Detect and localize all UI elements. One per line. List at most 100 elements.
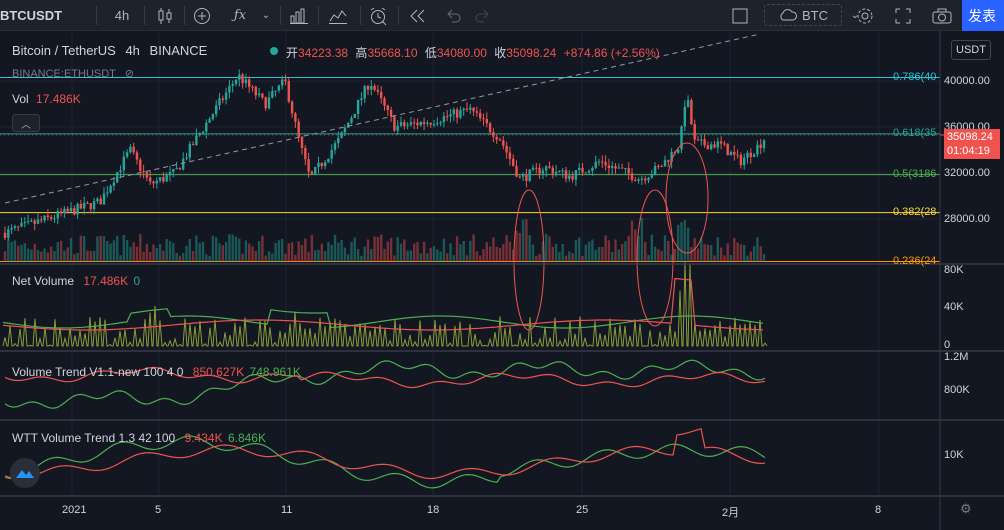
candle-body: [106, 192, 109, 194]
volume-bar: [670, 254, 673, 262]
net-volume-title[interactable]: Net Volume: [12, 274, 75, 288]
volume-bar: [399, 243, 403, 262]
candle-body: [201, 131, 205, 134]
candlestick-icon[interactable]: [150, 0, 180, 31]
net-volume-tick: 0: [944, 339, 951, 351]
collapse-legend-button[interactable]: ︿: [12, 114, 40, 132]
candle-body: [53, 218, 56, 220]
candle-body: [660, 166, 663, 168]
volume-bar: [591, 239, 594, 262]
gear-icon[interactable]: [852, 0, 878, 31]
candle-body: [762, 140, 766, 149]
price-tick: 28000.00: [944, 213, 990, 225]
volume-bar: [743, 244, 746, 262]
candle-body: [693, 124, 696, 140]
symbol-search-button[interactable]: BTCUSDT: [0, 8, 63, 23]
volume-bar: [201, 241, 205, 262]
candle-body: [244, 79, 248, 84]
candle-body: [109, 185, 112, 193]
volume-bar: [218, 243, 221, 262]
candle-body: [667, 160, 670, 162]
volume-bar: [660, 251, 663, 262]
volume-bar: [228, 234, 231, 262]
candle-body: [459, 110, 462, 118]
toolbar-divider: [398, 6, 399, 25]
volume-bar: [736, 242, 739, 262]
candle-body: [261, 93, 264, 98]
candle-body: [83, 202, 86, 209]
candle-body: [475, 111, 479, 113]
candle-body: [683, 106, 686, 127]
compare-symbol-button[interactable]: BTC: [764, 4, 842, 26]
net-volume-tick: 40K: [944, 301, 964, 313]
volume-bar: [429, 247, 432, 262]
volume-bar: [172, 242, 175, 262]
chevron-down-icon[interactable]: ⌄: [850, 10, 860, 21]
candle-body: [485, 118, 488, 124]
line-chart-icon[interactable]: [324, 0, 352, 31]
volume-bar: [561, 244, 564, 262]
camera-icon[interactable]: [928, 0, 956, 31]
volume-bar: [545, 234, 548, 262]
candle-body: [488, 123, 492, 133]
candle-body: [551, 167, 554, 174]
publish-button[interactable]: 发表: [962, 0, 1004, 31]
redo-icon[interactable]: [470, 0, 496, 31]
candle-body: [251, 86, 254, 88]
plus-circle-icon[interactable]: [188, 0, 216, 31]
volume-bar: [69, 237, 73, 262]
candle-body: [574, 170, 578, 180]
candle-body: [30, 220, 33, 222]
candle-body: [584, 172, 587, 174]
currency-button[interactable]: USDT: [951, 40, 991, 60]
bar-chart-icon[interactable]: [286, 0, 312, 31]
volume-bar: [459, 244, 462, 262]
candle-body: [644, 178, 647, 181]
fx-icon[interactable]: ƒx: [233, 8, 247, 23]
gear-icon[interactable]: ⚙: [960, 501, 972, 516]
volume-bar: [759, 246, 762, 262]
chevron-down-icon[interactable]: ⌄: [261, 10, 271, 21]
fibonacci-retracement[interactable]: [0, 77, 940, 263]
volume-bar: [564, 255, 568, 262]
fullscreen-icon[interactable]: [890, 0, 916, 31]
volume-bar: [558, 251, 561, 262]
volume-bar: [294, 254, 297, 262]
tradingview-logo-icon[interactable]: [10, 458, 40, 488]
chart-canvas[interactable]: [0, 31, 1004, 530]
candle-body: [716, 141, 719, 148]
undo-icon[interactable]: [440, 0, 466, 31]
alarm-clock-icon[interactable]: [364, 0, 392, 31]
candle-body: [277, 85, 281, 91]
volume-value: 17.486K: [36, 92, 81, 106]
candle-body: [465, 108, 469, 110]
volume-bar: [284, 253, 287, 262]
candle-body: [561, 170, 564, 172]
symbol-title[interactable]: Bitcoin / TetherUS: [12, 43, 116, 58]
candle-body: [347, 122, 350, 128]
wtt-title[interactable]: WTT Volume Trend 1.3 42 100: [12, 431, 176, 445]
compare-overlay-legend[interactable]: BINANCE:ETHUSDT ⊘: [12, 67, 134, 80]
user-drawings[interactable]: [4, 33, 761, 331]
toolbar-divider: [144, 6, 145, 25]
candle-body: [165, 175, 168, 182]
candle-body: [647, 177, 650, 181]
volume-bar: [719, 247, 723, 262]
volume-bar: [693, 238, 696, 262]
square-icon[interactable]: [728, 0, 752, 31]
fib-level-label: 0.618(35: [893, 126, 937, 139]
volume-bar: [221, 245, 224, 262]
candle-body: [756, 144, 759, 155]
eye-off-icon[interactable]: ⊘: [124, 68, 134, 80]
interval-button[interactable]: 4h: [114, 8, 130, 23]
candle-body: [422, 122, 426, 124]
candle-body: [69, 208, 73, 212]
top-toolbar: BTCUSDT 4h ƒx ⌄ BTC ⌄: [0, 0, 1004, 31]
candle-body: [521, 174, 525, 177]
candle-body: [33, 220, 36, 224]
rewind-icon[interactable]: [404, 0, 432, 31]
volume-trend-title[interactable]: Volume Trend V1.1-new 100 4 0: [12, 365, 184, 379]
candle-body: [723, 143, 726, 145]
candle-body: [73, 208, 76, 215]
volume-bar: [307, 251, 310, 262]
